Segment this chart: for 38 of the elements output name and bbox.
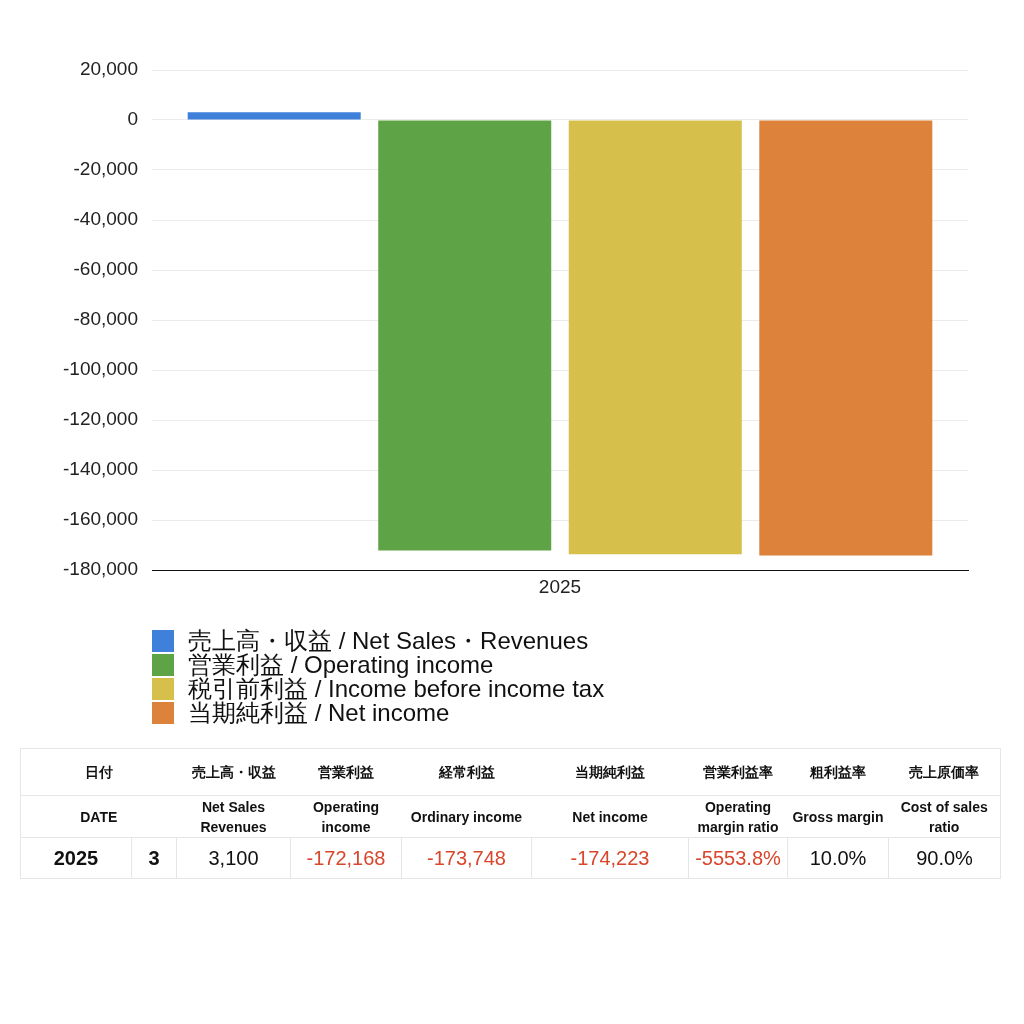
y-tick-label: -140,000 xyxy=(62,458,138,480)
text: Cost of sales ratio xyxy=(888,795,1001,838)
text: -5553.8% xyxy=(688,837,788,879)
text: Operating margin ratio xyxy=(688,795,788,838)
text: Net Sales Revenues xyxy=(176,795,291,838)
text: 3,100 xyxy=(176,837,291,879)
text: Gross margin xyxy=(787,795,889,838)
y-tick-label: -40,000 xyxy=(73,208,138,230)
y-tick-label: 0 xyxy=(127,108,138,130)
text: 営業利益率 xyxy=(688,748,788,796)
text: 3 xyxy=(131,837,177,879)
text: DATE xyxy=(20,795,177,838)
y-tick-label: -80,000 xyxy=(73,308,138,330)
text: 10.0% xyxy=(787,837,889,879)
text: 売上高・収益 xyxy=(176,748,291,796)
text: 当期純利益 xyxy=(531,748,689,796)
text: Net income xyxy=(531,795,689,838)
text: 経常利益 xyxy=(401,748,532,796)
text: -174,223 xyxy=(531,837,689,879)
text: 日付 xyxy=(20,748,177,796)
y-tick-label: -20,000 xyxy=(73,158,138,180)
legend-label: 営業利益 / Operating income xyxy=(188,651,494,678)
y-tick-label: -60,000 xyxy=(73,258,138,280)
legend-label: 売上高・収益 / Net Sales・Revenues xyxy=(188,627,589,654)
y-tick-label: -100,000 xyxy=(62,358,138,380)
text: 営業利益 xyxy=(290,748,402,796)
text: Operating income xyxy=(290,795,402,838)
text: 2025 xyxy=(20,837,132,879)
text: -172,168 xyxy=(290,837,402,879)
text: Ordinary income xyxy=(401,795,532,838)
text: 90.0% xyxy=(888,837,1001,879)
text: -173,748 xyxy=(401,837,532,879)
y-tick-label: -120,000 xyxy=(62,408,138,430)
y-tick-label: 20,000 xyxy=(79,58,138,80)
text: 売上原価率 xyxy=(888,748,1001,796)
text: 粗利益率 xyxy=(787,748,889,796)
y-tick-label: -160,000 xyxy=(62,508,138,530)
y-tick-label: -180,000 xyxy=(62,558,138,580)
